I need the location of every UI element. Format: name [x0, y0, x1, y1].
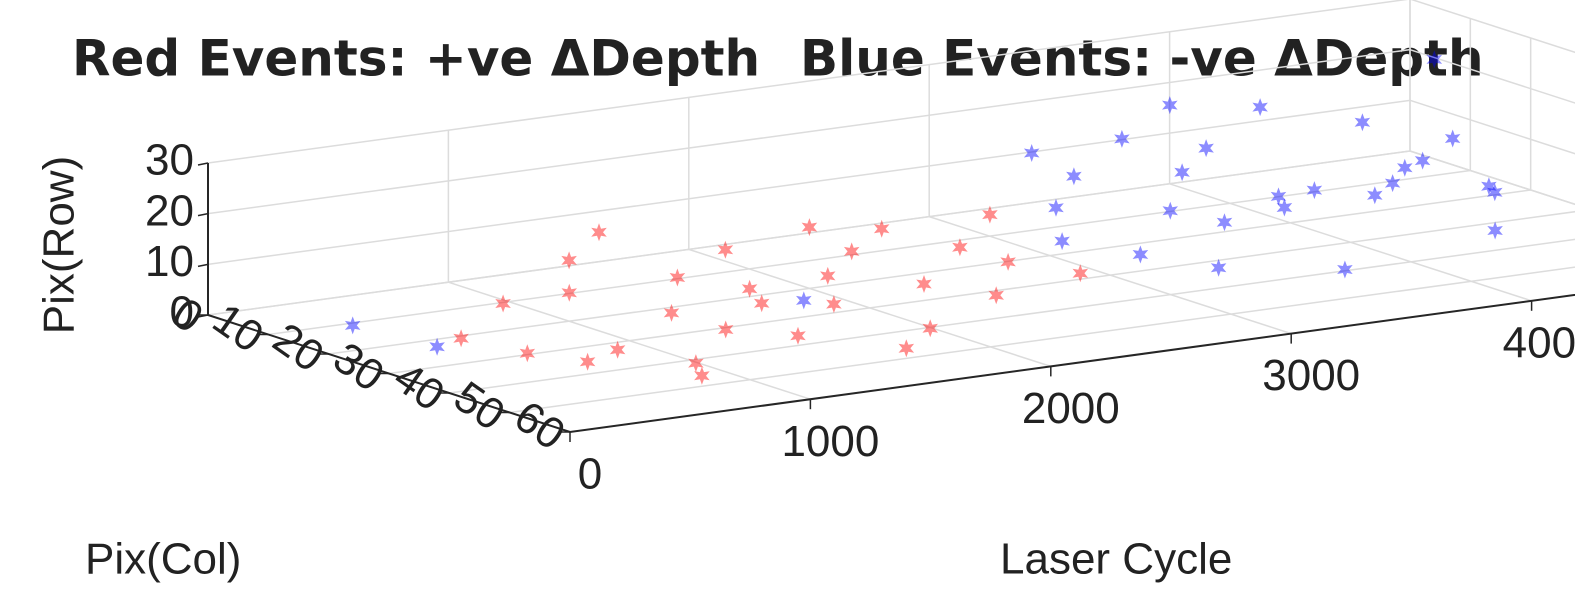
data-point: [753, 294, 770, 313]
y-axis-label: Pix(Col): [85, 535, 241, 584]
data-point: [1487, 221, 1503, 240]
x-tick-label: 1000: [781, 417, 879, 466]
data-point: [561, 283, 577, 302]
data-point: [1174, 163, 1190, 182]
data-point: [609, 340, 626, 359]
data-point: [820, 266, 836, 285]
data-point: [741, 279, 758, 298]
data-point: [801, 218, 818, 237]
data-point: [1354, 113, 1371, 132]
tick-mark: [197, 263, 209, 268]
grid-line: [509, 266, 1575, 414]
x-tick-label: 2000: [1022, 384, 1120, 433]
y-tick-label: 10: [204, 294, 272, 362]
data-point: [988, 286, 1004, 305]
data-point: [1414, 151, 1431, 170]
grid-line: [1409, 99, 1575, 155]
data-point: [429, 337, 445, 356]
data-point: [843, 242, 860, 261]
grid-line: [449, 238, 1575, 394]
data-point: [717, 240, 734, 259]
data-point: [591, 223, 607, 242]
data-point: [898, 339, 915, 358]
data-point: [1481, 177, 1497, 196]
data-point: [344, 316, 361, 335]
y-tick-label: 40: [385, 352, 453, 420]
data-point: [1270, 187, 1287, 206]
grid-line: [328, 189, 1531, 355]
data-point: [1162, 201, 1178, 220]
data-point: [1487, 183, 1503, 202]
z-tick-label: 10: [145, 237, 194, 286]
x-tick-label: 4000: [1503, 318, 1575, 367]
data-point: [1000, 252, 1016, 271]
data-point: [1397, 158, 1413, 177]
data-point: [916, 275, 932, 293]
data-point: [688, 354, 704, 373]
data-point: [694, 366, 710, 385]
data-point: [1426, 50, 1443, 69]
data-point: [922, 319, 938, 338]
data-point: [1162, 96, 1178, 115]
grid-line: [1409, 150, 1575, 206]
data-point: [790, 326, 806, 345]
data-point: [1198, 139, 1214, 158]
data-point: [495, 294, 511, 313]
z-tick-label: 30: [145, 136, 194, 185]
data-point: [1048, 198, 1064, 217]
data-point: [1276, 198, 1293, 217]
grid-line: [388, 210, 1575, 375]
data-point: [1216, 213, 1233, 232]
data-point: [1252, 98, 1268, 117]
grid-line: [207, 99, 1411, 266]
grid-line: [1409, 48, 1575, 104]
y-tick-label: 30: [324, 333, 392, 401]
grid-line: [207, 150, 1411, 316]
data-point: [561, 251, 577, 270]
grid-line: [207, 0, 1409, 164]
x-tick-label: 3000: [1262, 351, 1360, 400]
data-point: [1384, 174, 1401, 193]
data-point: [1367, 186, 1383, 205]
data-point: [952, 238, 968, 257]
y-tick-label: 50: [445, 372, 513, 440]
data-point: [453, 329, 469, 348]
z-tick-label: 0: [170, 288, 194, 337]
data-point: [1306, 181, 1323, 200]
x-axis-label: Laser Cycle: [1000, 535, 1232, 584]
data-point: [669, 268, 686, 287]
x-tick-label: 0: [578, 450, 602, 499]
tick-mark: [197, 162, 209, 166]
data-point: [826, 295, 842, 314]
data-point: [718, 320, 734, 339]
data-point: [1072, 264, 1089, 283]
z-axis-label: Pix(Row): [35, 156, 84, 334]
data-point: [1114, 129, 1130, 148]
z-tick-label: 20: [145, 186, 194, 235]
data-point: [1444, 129, 1461, 148]
grid-line: [1410, 0, 1575, 54]
legend-blue: Blue Events: -ve ΔDepth: [800, 30, 1484, 88]
y-tick-label: 20: [264, 313, 332, 381]
tick-mark: [197, 212, 209, 217]
data-point: [1054, 232, 1070, 251]
y-tick-label: 60: [505, 391, 573, 459]
data-point: [1337, 260, 1353, 279]
grid-line: [207, 48, 1411, 215]
data-point: [1023, 144, 1040, 162]
data-point: [1210, 258, 1227, 277]
data-point: [796, 291, 812, 310]
grid-line: [268, 169, 1471, 336]
legend-red: Red Events: +ve ΔDepth: [72, 30, 760, 88]
data-point: [873, 219, 890, 238]
data-point: [982, 205, 998, 224]
data-point: [1132, 245, 1149, 264]
data-point: [579, 352, 596, 371]
data-point: [1066, 167, 1082, 186]
data-point: [519, 344, 536, 363]
data-point: [663, 303, 680, 322]
